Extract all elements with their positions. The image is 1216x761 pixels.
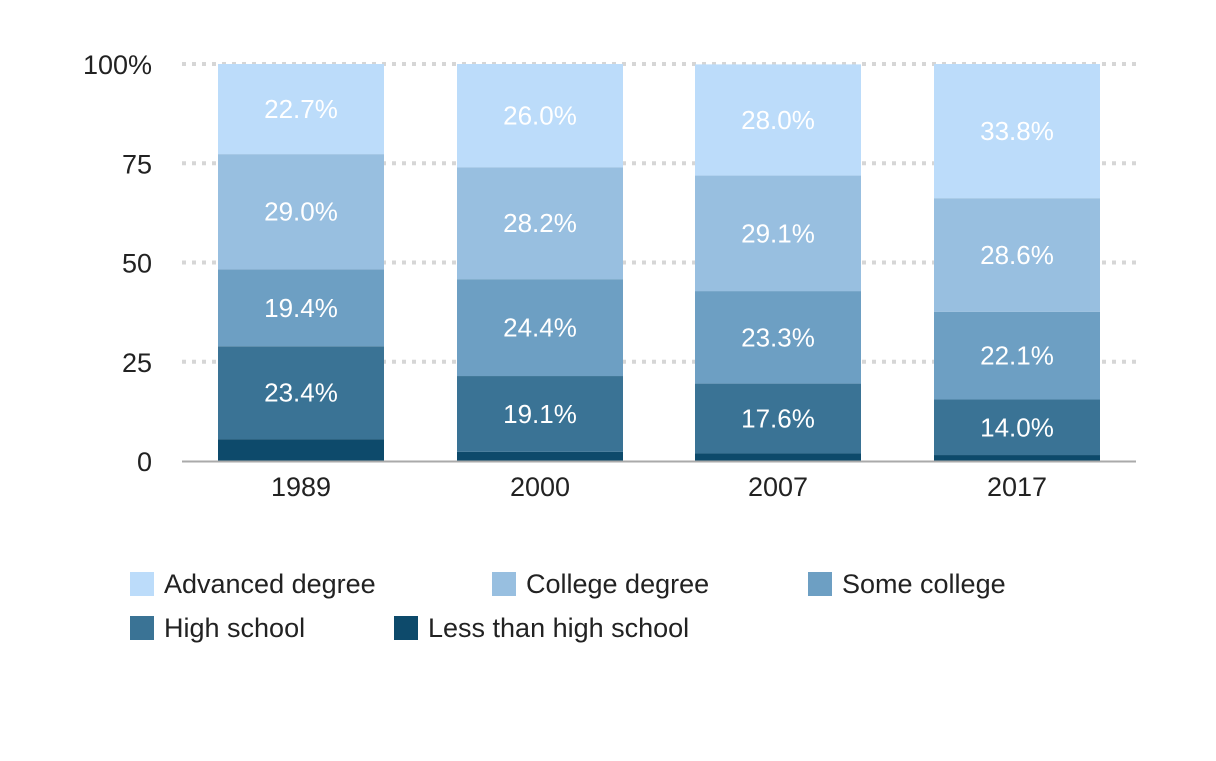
bar-value-labels: 23.4% 19.4% 29.0% 22.7% 19.1% 24.4% 28.2% 26.0%… bbox=[264, 94, 1054, 442]
bar-segment-college-degree bbox=[934, 198, 1100, 312]
y-tick-label: 100% bbox=[83, 50, 152, 80]
bar-segment-advanced-degree bbox=[934, 64, 1100, 199]
legend-swatch bbox=[394, 616, 418, 640]
bars bbox=[218, 64, 1100, 461]
bar-value-label: 28.6% bbox=[980, 240, 1054, 270]
x-tick-label: 1989 bbox=[271, 472, 331, 502]
bar-value-label: 28.2% bbox=[503, 208, 577, 238]
y-tick-label: 50 bbox=[122, 249, 152, 279]
bar-segment-advanced-degree bbox=[695, 64, 861, 176]
legend-item-advanced-degree: Advanced degree bbox=[130, 569, 492, 600]
bar-segment-some-college bbox=[457, 279, 623, 377]
bar-segment-some-college bbox=[218, 269, 384, 347]
legend-label: College degree bbox=[526, 568, 710, 599]
legend-label: Advanced degree bbox=[164, 568, 376, 599]
bar-value-label: 14.0% bbox=[980, 412, 1054, 442]
legend-row: Advanced degree College degree Some coll… bbox=[130, 562, 1110, 606]
bar-value-label: 17.6% bbox=[741, 404, 815, 434]
bar-value-label: 23.4% bbox=[264, 378, 338, 408]
legend-row: High school Less than high school bbox=[130, 606, 1110, 650]
bar-segment-less-than-high-school bbox=[218, 439, 384, 461]
x-axis-tick-labels: 1989 2000 2007 2017 bbox=[271, 472, 1047, 502]
bar-segment-less-than-high-school bbox=[934, 455, 1100, 461]
legend-swatch bbox=[130, 572, 154, 596]
legend-label: Some college bbox=[842, 568, 1006, 599]
bar-segment-less-than-high-school bbox=[457, 451, 623, 461]
bar-segment-advanced-degree bbox=[218, 64, 384, 155]
bar-value-label: 28.0% bbox=[741, 105, 815, 135]
y-tick-label: 25 bbox=[122, 348, 152, 378]
bar-value-label: 22.7% bbox=[264, 94, 338, 124]
bar-value-label: 29.1% bbox=[741, 218, 815, 248]
legend-item-high-school: High school bbox=[130, 613, 394, 644]
bar-segment-college-degree bbox=[457, 167, 623, 280]
y-axis-tick-labels: 0 25 50 75 100% bbox=[83, 50, 152, 477]
legend-item-less-than-high-school: Less than high school bbox=[394, 613, 689, 644]
bar-value-label: 22.1% bbox=[980, 341, 1054, 371]
bar-value-label: 19.4% bbox=[264, 293, 338, 323]
bar-segment-less-than-high-school bbox=[695, 453, 861, 461]
bar-segment-high-school bbox=[695, 383, 861, 454]
bar-value-label: 33.8% bbox=[980, 116, 1054, 146]
bar-segment-high-school bbox=[218, 346, 384, 440]
bar-segment-advanced-degree bbox=[457, 64, 623, 168]
legend-swatch bbox=[492, 572, 516, 596]
bar-segment-college-degree bbox=[218, 154, 384, 270]
x-tick-label: 2017 bbox=[987, 472, 1047, 502]
bar-segment-some-college bbox=[695, 291, 861, 384]
x-tick-label: 2007 bbox=[748, 472, 808, 502]
legend-item-some-college: Some college bbox=[808, 569, 1006, 600]
bar-segment-some-college bbox=[934, 311, 1100, 400]
bar-value-label: 29.0% bbox=[264, 197, 338, 227]
bar-value-label: 26.0% bbox=[503, 101, 577, 131]
bar-segment-college-degree bbox=[695, 175, 861, 292]
bar-value-label: 19.1% bbox=[503, 399, 577, 429]
legend-item-college-degree: College degree bbox=[492, 569, 808, 600]
y-tick-label: 0 bbox=[137, 447, 152, 477]
legend: Advanced degree College degree Some coll… bbox=[130, 562, 1110, 650]
bar-value-label: 23.3% bbox=[741, 322, 815, 352]
legend-swatch bbox=[808, 572, 832, 596]
y-tick-label: 75 bbox=[122, 149, 152, 179]
bar-value-label: 24.4% bbox=[503, 313, 577, 343]
legend-swatch bbox=[130, 616, 154, 640]
bar-segment-high-school bbox=[457, 376, 623, 452]
legend-label: Less than high school bbox=[428, 612, 690, 643]
x-tick-label: 2000 bbox=[510, 472, 570, 502]
legend-label: High school bbox=[164, 612, 306, 643]
bar-segment-high-school bbox=[934, 399, 1100, 456]
